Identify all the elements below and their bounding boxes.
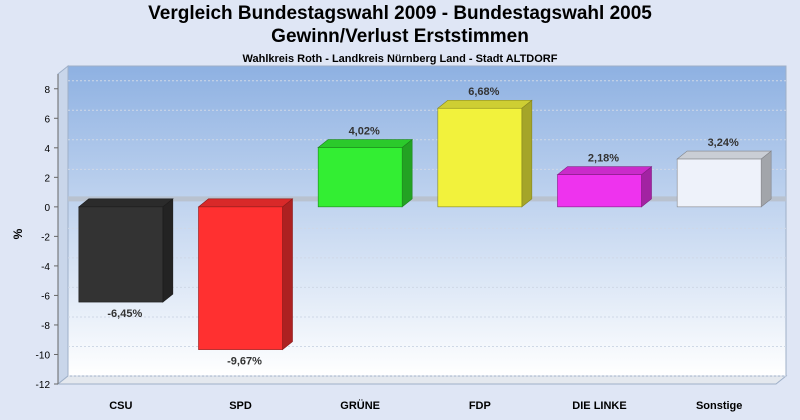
y-tick-label: 8: [44, 85, 50, 96]
y-tick-label: 6: [44, 114, 50, 125]
bar-sonstige: [676, 150, 773, 208]
y-tick-label: -4: [41, 262, 50, 273]
bar-grüne: [317, 138, 414, 208]
data-label: 6,68%: [468, 86, 499, 98]
bars: [77, 99, 773, 351]
plot-floor: [56, 375, 788, 385]
chart-subtitle: Gewinn/Verlust Erststimmen: [271, 26, 529, 47]
bar-side: [760, 150, 772, 208]
data-labels: -6,45% -9,67% 4,02% 6,68% 2,18% 3,24%: [107, 86, 739, 367]
bar-fdp: [436, 99, 533, 208]
plot-background: [67, 65, 787, 377]
data-label: -6,45%: [107, 308, 142, 320]
bar-top: [556, 166, 653, 175]
plot-side-wall: [57, 64, 69, 386]
bar-csu: [77, 198, 174, 303]
y-tick-label: -10: [36, 350, 51, 361]
bar-front: [557, 174, 642, 208]
x-tick-label: SPD: [229, 400, 252, 412]
bar-front: [437, 107, 523, 208]
bar-top: [436, 99, 533, 109]
chart-title: Vergleich Bundestagswahl 2009 - Bundesta…: [148, 3, 652, 24]
y-tick-label: -12: [36, 380, 51, 391]
bar-top: [77, 198, 174, 208]
x-tick-label: FDP: [469, 400, 491, 412]
data-label: 3,24%: [708, 137, 739, 149]
bar-top: [197, 198, 294, 208]
bar-die-linke: [556, 166, 653, 208]
bar-front: [676, 158, 762, 208]
y-tick-labels: 8 6 4 2 0 -2 -4 -6 -8 -10 -12: [36, 74, 59, 391]
data-label: -9,67%: [227, 356, 262, 368]
bar-front: [198, 206, 283, 350]
x-tick-labels: CSU SPD GRÜNE FDP DIE LINKE Sonstige: [109, 399, 742, 412]
bar-side: [162, 198, 174, 303]
x-tick-label: Sonstige: [696, 400, 742, 412]
x-tick-label: DIE LINKE: [572, 400, 626, 412]
data-label: 4,02%: [349, 126, 380, 138]
plot-area: [56, 64, 788, 386]
y-tick-label: -8: [41, 321, 50, 332]
bar-side: [401, 138, 413, 208]
bar-spd: [197, 198, 294, 351]
bar-top: [676, 150, 773, 160]
x-tick-label: GRÜNE: [340, 399, 380, 412]
bar-side: [282, 198, 293, 351]
y-tick-label: 0: [44, 203, 50, 214]
data-label: 2,18%: [588, 153, 619, 165]
y-tick-label: -2: [41, 232, 50, 243]
bar-front: [78, 206, 164, 303]
y-tick-label: 4: [44, 144, 50, 155]
x-tick-label: CSU: [109, 400, 132, 412]
chart-caption: Wahlkreis Roth - Landkreis Nürnberg Land…: [242, 53, 558, 65]
y-tick-label: -6: [41, 291, 50, 302]
bar-top: [317, 139, 414, 148]
gridlines: [68, 80, 786, 377]
y-tick-label: 2: [44, 173, 50, 184]
y-axis-label: %: [11, 228, 25, 239]
bar-front: [317, 147, 403, 208]
bar-side: [521, 99, 533, 208]
